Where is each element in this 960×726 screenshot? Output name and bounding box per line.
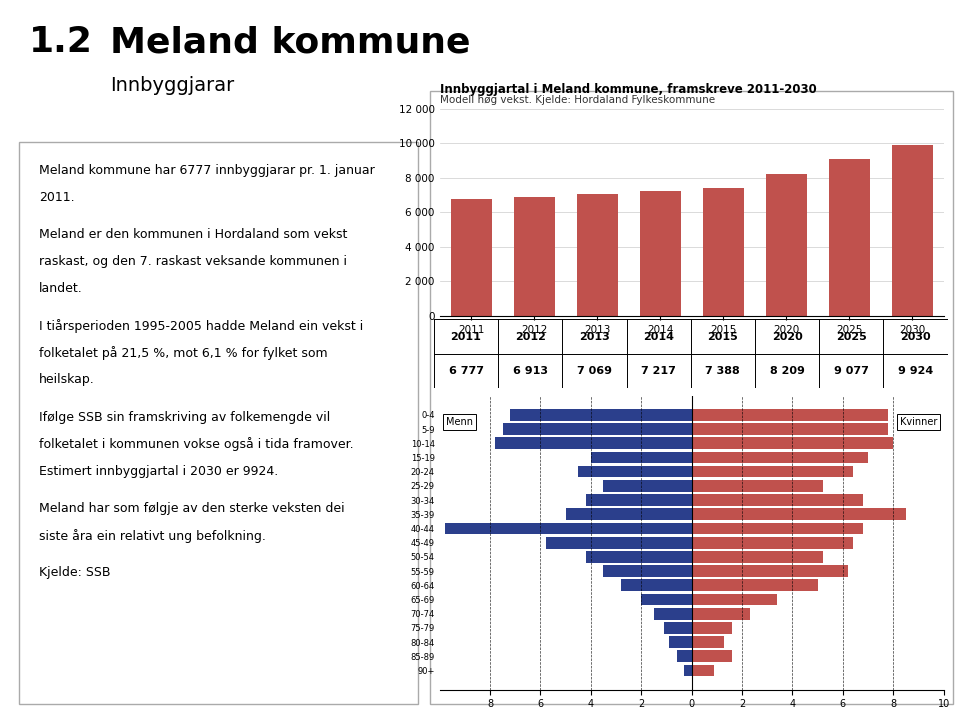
Text: raskast, og den 7. raskast veksande kommunen i: raskast, og den 7. raskast veksande komm… (39, 256, 348, 268)
Bar (828, 159, 870, 316)
Text: 2025: 2025 (836, 332, 867, 342)
Bar (691, 452, 868, 463)
Text: Kvinner: Kvinner (900, 417, 937, 427)
Bar (691, 494, 863, 506)
Bar (691, 409, 888, 420)
Text: 8 209: 8 209 (770, 366, 804, 376)
Bar (639, 192, 681, 316)
Bar (691, 594, 778, 605)
Bar (677, 650, 691, 662)
Bar (691, 537, 853, 549)
Bar (604, 566, 691, 577)
Bar (444, 523, 691, 534)
Text: 7 388: 7 388 (706, 366, 740, 376)
Bar (691, 551, 823, 563)
Text: Ifølge SSB sin framskriving av folkemengde vil: Ifølge SSB sin framskriving av folkemeng… (39, 410, 330, 423)
Bar (691, 622, 732, 634)
Bar (691, 480, 823, 492)
Text: folketalet i kommunen vokse også i tida framover.: folketalet i kommunen vokse også i tida … (39, 438, 353, 452)
Bar (684, 665, 691, 677)
Bar (545, 537, 691, 549)
Bar (691, 636, 725, 648)
Bar (691, 523, 863, 534)
Text: heilskap.: heilskap. (39, 373, 95, 386)
Text: 2015: 2015 (708, 332, 738, 342)
Text: Innbyggjartal i Meland kommune, framskreve 2011-2030: Innbyggjartal i Meland kommune, framskre… (440, 83, 816, 96)
Bar (565, 508, 691, 520)
Bar (641, 594, 691, 605)
Bar (495, 438, 691, 449)
Bar (586, 551, 691, 563)
Bar (586, 494, 691, 506)
Bar (577, 194, 617, 316)
Text: Modell høg vekst. Kjelde: Hordaland Fylkeskommune: Modell høg vekst. Kjelde: Hordaland Fylk… (440, 94, 715, 105)
Text: 2011: 2011 (450, 332, 482, 342)
Text: Innbyggjarar: Innbyggjarar (110, 76, 234, 95)
Text: 1.2: 1.2 (29, 25, 93, 60)
Text: 7 069: 7 069 (577, 366, 612, 376)
Bar (621, 579, 691, 591)
Bar (503, 423, 691, 435)
Text: 2013: 2013 (579, 332, 610, 342)
Bar (669, 636, 691, 648)
Bar (703, 189, 744, 316)
Text: 2020: 2020 (772, 332, 803, 342)
Text: Estimert innbyggjartal i 2030 er 9924.: Estimert innbyggjartal i 2030 er 9924. (39, 465, 278, 478)
Bar (578, 466, 691, 478)
Bar (691, 466, 853, 478)
Text: 6 913: 6 913 (513, 366, 548, 376)
Bar (691, 650, 732, 662)
Text: siste åra ein relativt ung befolkning.: siste åra ein relativt ung befolkning. (39, 529, 266, 542)
Text: 9 924: 9 924 (898, 366, 933, 376)
Bar (691, 608, 750, 619)
Text: 9 077: 9 077 (834, 366, 869, 376)
Text: 7 217: 7 217 (641, 366, 676, 376)
Text: 2011.: 2011. (39, 191, 75, 204)
Bar (892, 144, 933, 316)
Text: 6 777: 6 777 (448, 366, 484, 376)
Bar (766, 174, 806, 316)
Text: Meland kommune: Meland kommune (110, 25, 471, 60)
Bar (691, 665, 714, 677)
Bar (591, 452, 691, 463)
Bar (450, 199, 492, 316)
Text: Meland har som følgje av den sterke veksten dei: Meland har som følgje av den sterke veks… (39, 502, 345, 515)
Bar (691, 566, 848, 577)
Bar (511, 409, 691, 420)
Text: landet.: landet. (39, 282, 83, 295)
Bar (691, 438, 894, 449)
Text: 2030: 2030 (900, 332, 931, 342)
Text: folketalet på 21,5 %, mot 6,1 % for fylket som: folketalet på 21,5 %, mot 6,1 % for fylk… (39, 346, 327, 360)
Text: Meland er den kommunen i Hordaland som vekst: Meland er den kommunen i Hordaland som v… (39, 228, 348, 241)
Bar (514, 197, 555, 316)
Text: 2014: 2014 (643, 332, 674, 342)
Text: Meland kommune har 6777 innbyggjarar pr. 1. januar: Meland kommune har 6777 innbyggjarar pr.… (39, 164, 374, 177)
Text: 2012: 2012 (515, 332, 545, 342)
Bar (664, 622, 691, 634)
Bar (654, 608, 691, 619)
Text: Kjelde: SSB: Kjelde: SSB (39, 566, 110, 579)
Text: I tiårsperioden 1995-2005 hadde Meland ein vekst i: I tiårsperioden 1995-2005 hadde Meland e… (39, 319, 364, 333)
Bar (691, 508, 906, 520)
Bar (604, 480, 691, 492)
Text: Menn: Menn (446, 417, 473, 427)
Bar (691, 579, 818, 591)
Bar (691, 423, 888, 435)
